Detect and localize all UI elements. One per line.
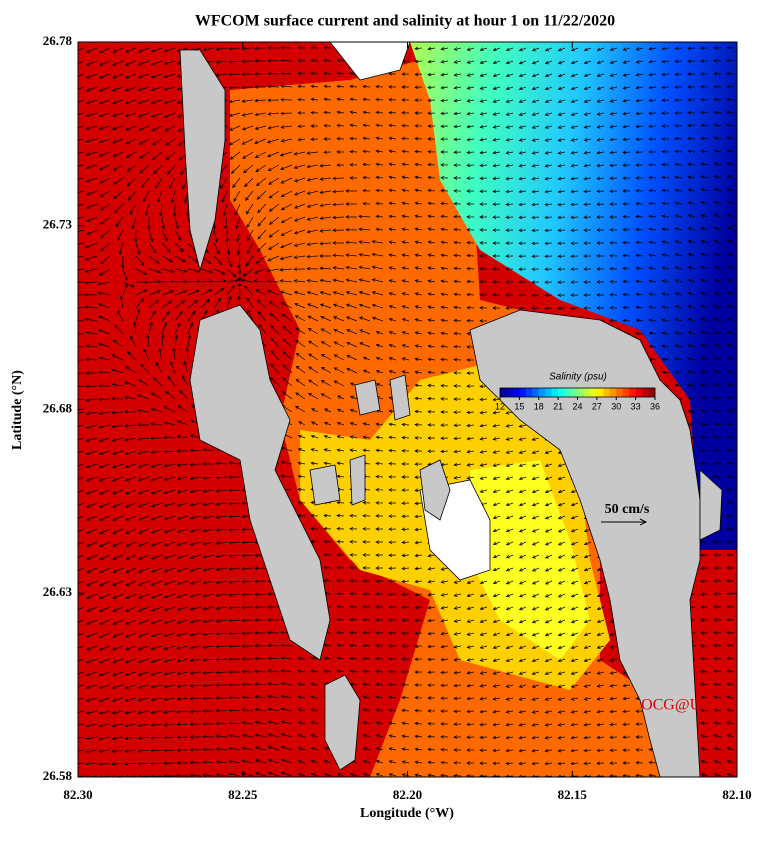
reference-arrow	[601, 518, 648, 526]
land	[329, 42, 411, 81]
colorbar-cell	[512, 388, 520, 397]
land	[419, 459, 451, 521]
colorbar-cell	[500, 388, 507, 397]
colorbar-cell	[635, 388, 643, 397]
y-tick-label: 26.58	[43, 768, 73, 783]
land	[179, 49, 226, 272]
y-tick-label: 26.68	[43, 400, 73, 415]
y-tick-label: 26.73	[43, 217, 73, 232]
title: WFCOM surface current and salinity at ho…	[195, 13, 615, 30]
colorbar-cell	[506, 388, 514, 397]
colorbar-cell	[642, 388, 649, 397]
reference-vector-label: 50 cm/s	[605, 502, 650, 517]
colorbar-tick-label: 12	[495, 401, 505, 411]
land	[469, 309, 701, 777]
colorbar-cell	[545, 388, 552, 397]
colorbar-cell	[551, 388, 559, 397]
colorbar-cell	[538, 388, 546, 397]
colorbar-cell	[629, 388, 636, 397]
colorbar-tick-label: 27	[592, 401, 602, 411]
current-vector	[78, 45, 735, 777]
y-tick-label: 26.78	[43, 33, 73, 48]
x-tick-label: 82.30	[63, 787, 92, 802]
colorbar-tick-label: 15	[514, 401, 524, 411]
y-axis-label: Latitude (°N)	[10, 370, 25, 450]
colorbar-cell	[519, 388, 527, 397]
colorbar-cell	[571, 388, 578, 397]
land	[699, 469, 723, 541]
colorbar-cell	[532, 388, 540, 397]
colorbar-cell	[596, 388, 604, 397]
colorbar-tick-label: 21	[553, 401, 563, 411]
colorbar-title: Salinity (psu)	[549, 372, 607, 383]
colorbar-cell	[590, 388, 598, 397]
land	[309, 464, 341, 506]
x-tick-label: 82.10	[722, 787, 751, 802]
colorbar-tick-label: 36	[650, 401, 660, 411]
colorbar-cell	[616, 388, 624, 397]
colorbar-cell	[583, 388, 591, 397]
reference-vector: 50 cm/s	[601, 502, 650, 526]
colorbar-cell	[564, 388, 572, 397]
colorbar: Salinity (psu) 12 15 18 21 24 27 30 33 36	[495, 372, 660, 412]
x-tick-label: 82.20	[393, 787, 422, 802]
x-tick-label: 82.25	[228, 787, 258, 802]
credit: OCG@USF	[641, 697, 719, 714]
colorbar-cell	[609, 388, 617, 397]
colorbar-tick-label: 24	[572, 401, 582, 411]
colorbar-tick-label: 18	[534, 401, 544, 411]
land	[389, 374, 411, 421]
colorbar-tick-label: 30	[611, 401, 621, 411]
colorbar-cell	[622, 388, 630, 397]
land	[189, 304, 331, 661]
land	[324, 674, 361, 771]
colorbar-cell	[603, 388, 611, 397]
colorbar-cell	[525, 388, 533, 397]
colorbar-cell	[558, 388, 565, 397]
land	[349, 454, 366, 506]
y-tick-label: 26.63	[43, 584, 73, 599]
colorbar-cell	[577, 388, 585, 397]
land	[354, 379, 381, 416]
plot-area	[78, 42, 737, 777]
colorbar-cell	[648, 388, 656, 397]
x-axis-label: Longitude (°W)	[360, 806, 454, 821]
colorbar-tick-label: 33	[631, 401, 641, 411]
current-vectors	[78, 45, 735, 777]
x-tick-label: 82.15	[558, 787, 588, 802]
